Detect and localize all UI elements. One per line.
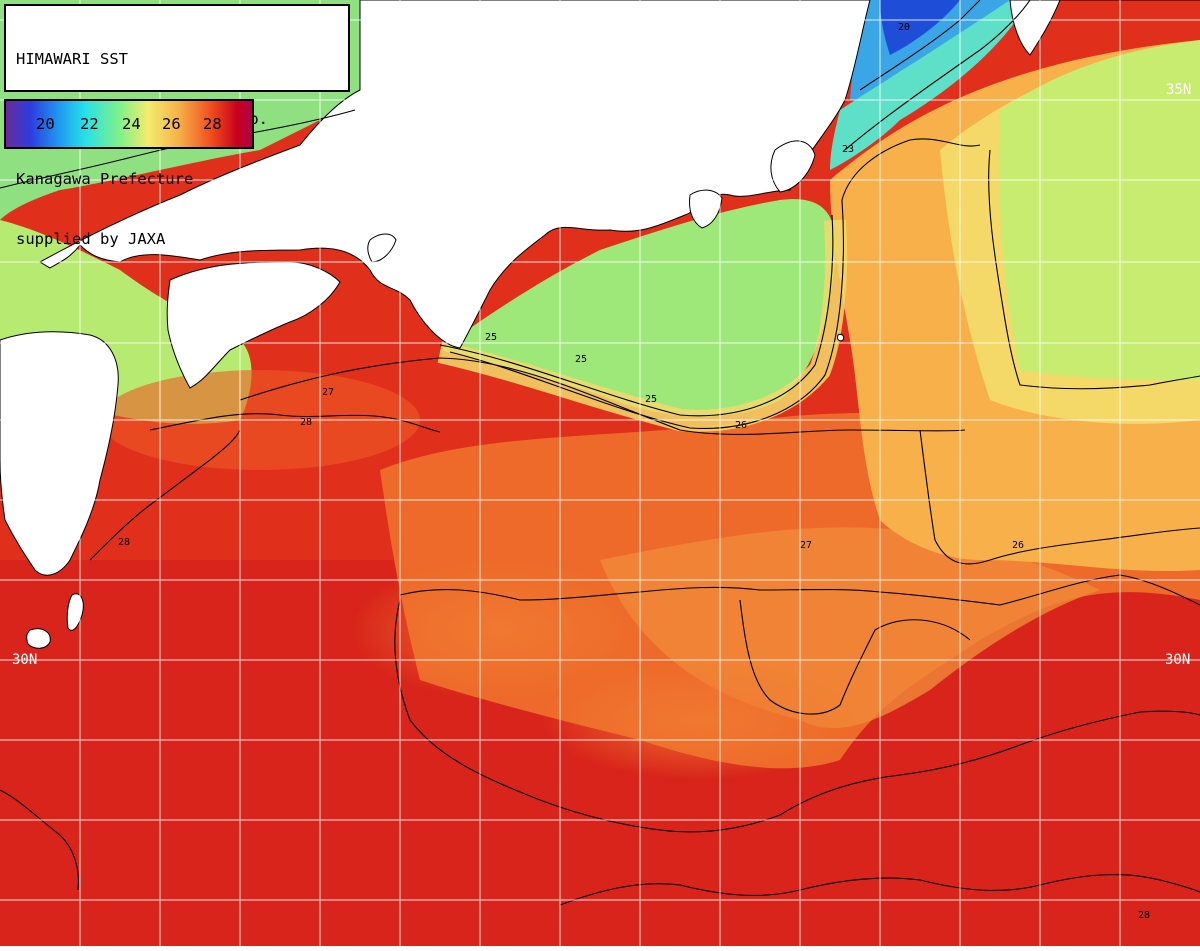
- contour-26-coastal: [449, 138, 981, 430]
- contour-label-25c: 25: [645, 394, 657, 405]
- land-tohoku-strip: [1009, 0, 1061, 56]
- lat-label-30n-right: 30N: [1165, 652, 1191, 668]
- land: [0, 0, 1200, 649]
- legend-tick-20: 20: [36, 115, 55, 133]
- contour-label-23: 23: [842, 144, 854, 155]
- contour-label-26b: 26: [1012, 540, 1024, 551]
- contour-27-loop: [739, 599, 971, 715]
- warm-patch-2: [540, 660, 860, 780]
- map-title-box: HIMAWARI SST ~2025/10/20(UTC) Week Comp.…: [4, 4, 350, 248]
- temperature-color-legend: 20 22 24 26 28: [4, 99, 254, 149]
- contour-label-28a: 28: [300, 417, 312, 428]
- legend-tick-28: 28: [203, 115, 222, 133]
- lat-label-30n-left: 30N: [12, 652, 38, 668]
- contour-label-27b: 27: [800, 540, 812, 551]
- land-izu: [689, 189, 723, 229]
- contour-label-25b: 25: [575, 354, 587, 365]
- land-honshu: [38, 0, 871, 349]
- ocean-east-green: [998, 40, 1200, 380]
- land-izu-island-1: [837, 333, 845, 342]
- land-tanegashima: [66, 593, 84, 631]
- warm-patch-1: [350, 560, 650, 700]
- lat-label-35n-right: 35N: [1166, 82, 1192, 98]
- contour-label-28c: 28: [1138, 910, 1150, 921]
- contour-25-east: [988, 149, 1200, 390]
- ocean-coastal-green: [440, 199, 836, 417]
- contour-27-south: [239, 357, 966, 435]
- legend-tick-22: 22: [80, 115, 99, 133]
- land-yakushima: [26, 628, 51, 649]
- contour-label-25a: 25: [485, 332, 497, 343]
- contour-label-27a: 27: [322, 387, 334, 398]
- contour-23-northeast: [844, 0, 1031, 151]
- contour-27-meander: [399, 574, 1200, 606]
- contour-labels: 20 23 25 25 25 26 26 27 27 28 28 28: [118, 22, 1150, 921]
- contour-label-26a: 26: [735, 420, 747, 431]
- land-awaji: [367, 233, 397, 263]
- contour-south-squiggle-1: [559, 874, 1200, 906]
- ocean-northeast-cold-deep: [880, 0, 960, 55]
- land-kyushu: [0, 331, 119, 576]
- contour-25-coastal: [439, 214, 834, 417]
- contour-27-east: [919, 429, 1200, 565]
- legend-tick-24: 24: [122, 115, 141, 133]
- contour-20-northeast: [859, 0, 981, 91]
- contour-label-28b: 28: [118, 537, 130, 548]
- ocean-coastal-yellow-rim: [437, 219, 848, 432]
- contour-28-kyushu: [89, 429, 241, 561]
- legend-tick-26: 26: [162, 115, 181, 133]
- contour-label-20: 20: [898, 22, 910, 33]
- title-line-1: HIMAWARI SST: [16, 50, 128, 68]
- contour-south-squiggle-2: [0, 789, 79, 891]
- title-line-3: Kanagawa Prefecture: [16, 170, 194, 188]
- title-line-4: supplied by JAXA: [16, 230, 166, 248]
